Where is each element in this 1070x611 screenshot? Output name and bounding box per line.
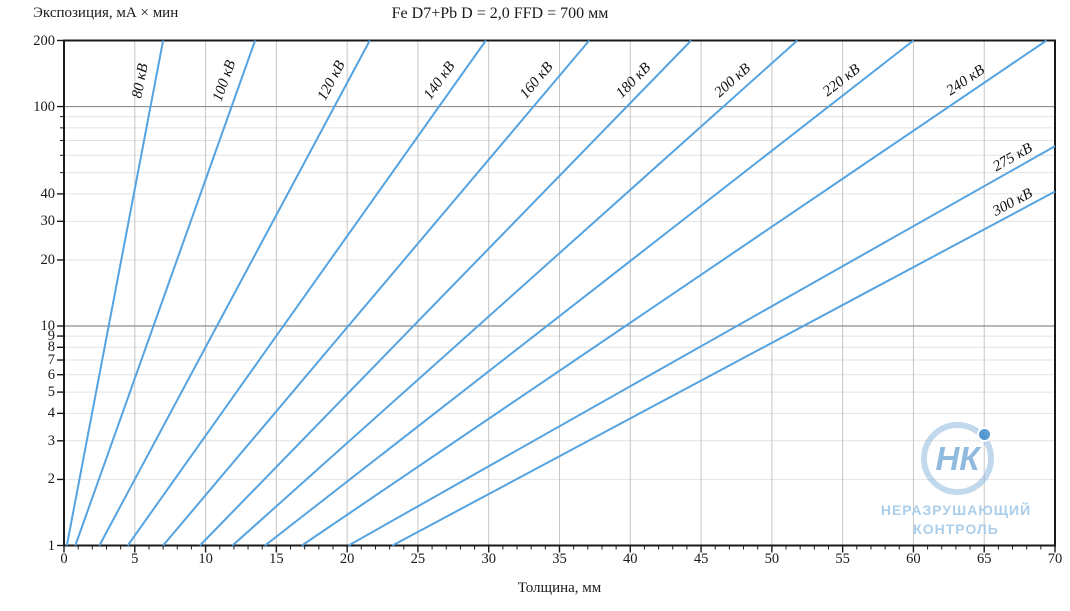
watermark-logo-text: НК — [935, 439, 980, 477]
series-line-180 — [199, 39, 692, 547]
y-axis-title: Экспозиция, мА × мин — [33, 5, 179, 21]
series-line-200 — [231, 39, 799, 547]
watermark-text-line2: КОНТРОЛЬ — [913, 521, 999, 537]
series-line-300 — [391, 190, 1056, 547]
series-line-160 — [162, 39, 590, 547]
watermark-logo-ring-icon: НК — [921, 422, 994, 495]
series-line-275 — [348, 145, 1056, 547]
series-line-240 — [301, 39, 1048, 547]
chart-title: Fe D7+Pb D = 2,0 FFD = 700 мм — [391, 5, 609, 22]
series-line-100 — [74, 40, 257, 546]
series-line-80 — [65, 40, 165, 546]
series-line-140 — [126, 39, 487, 547]
series-line-220 — [264, 39, 915, 547]
x-axis-title: Толщина, мм — [517, 580, 602, 596]
watermark-logo-dot-icon — [977, 427, 992, 442]
watermark-text-line1: НЕРАЗРУШАЮЩИЙ — [880, 502, 1032, 518]
series-line-120 — [98, 40, 371, 546]
